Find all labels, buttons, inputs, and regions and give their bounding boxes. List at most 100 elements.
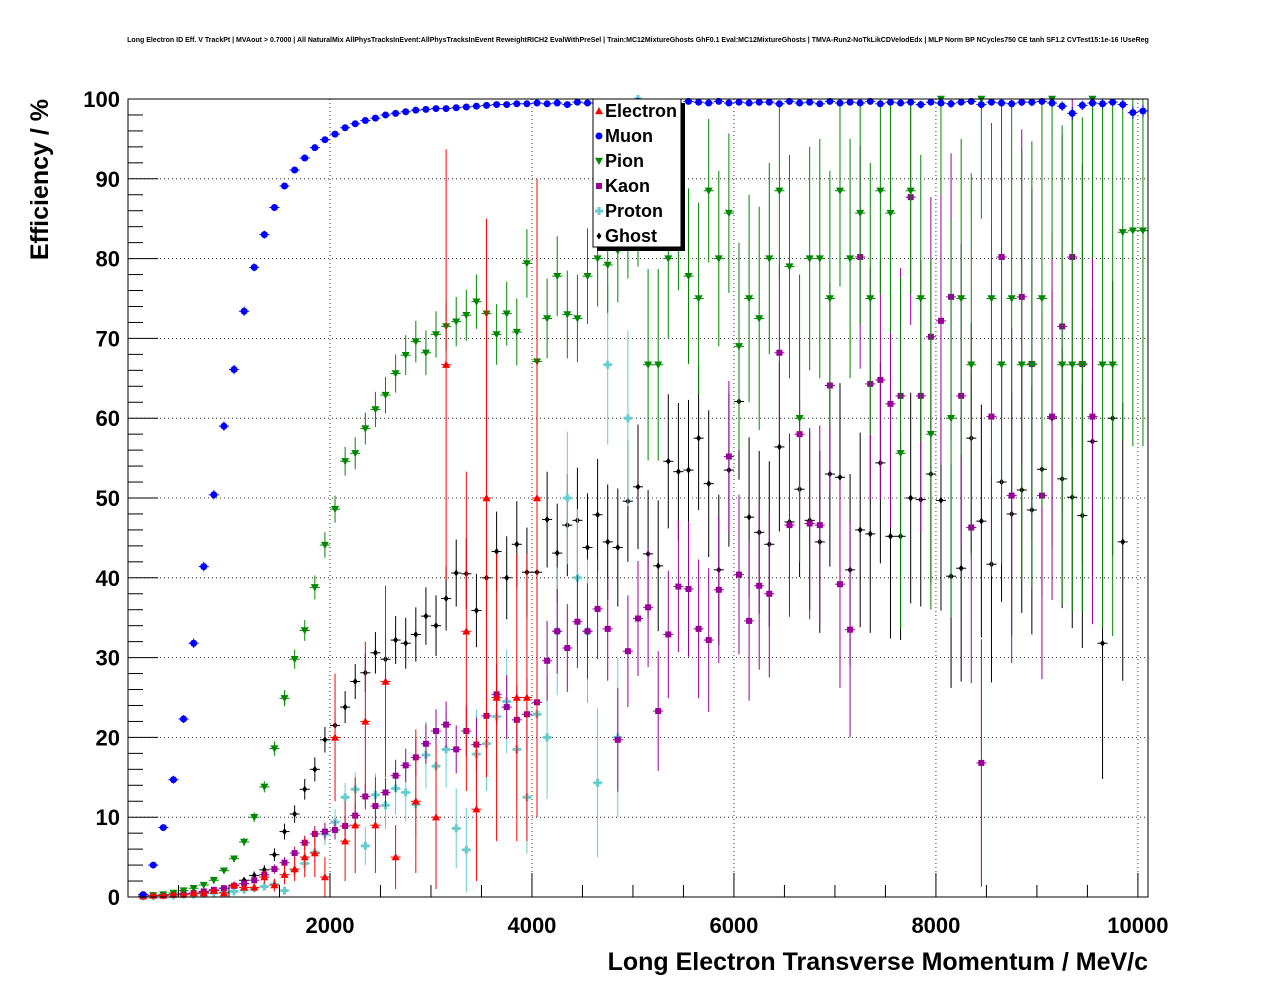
point-marker — [724, 209, 733, 218]
point-marker — [453, 746, 460, 753]
legend-entries: Electron Muon Pion Kaon Proton Ghost — [595, 101, 677, 246]
data-point-proton — [451, 788, 462, 869]
point-marker — [220, 885, 227, 892]
data-point-kaon — [622, 595, 633, 708]
point-marker — [574, 618, 581, 625]
data-point-pion — [289, 649, 300, 669]
point-marker — [361, 117, 369, 125]
point-marker — [866, 97, 874, 105]
point-marker — [290, 655, 299, 664]
data-point-muon — [380, 111, 391, 119]
data-point-electron — [239, 883, 250, 891]
data-point-ghost — [400, 617, 411, 669]
point-marker — [635, 615, 641, 622]
point-marker — [271, 866, 278, 873]
point-marker — [179, 890, 188, 898]
data-point-muon — [370, 114, 381, 122]
data-point-muon — [552, 99, 563, 107]
data-point-muon — [814, 100, 825, 108]
data-point-electron — [370, 777, 381, 874]
data-point-muon — [441, 105, 452, 113]
data-point-muon — [218, 421, 229, 431]
data-point-electron — [228, 881, 240, 889]
point-marker — [917, 101, 925, 109]
point-marker — [593, 255, 602, 263]
data-point-pion — [1057, 125, 1068, 605]
point-marker — [502, 310, 511, 318]
point-marker — [776, 349, 783, 356]
data-point-pion — [400, 335, 411, 376]
data-point-muon — [158, 824, 169, 832]
data-point-muon — [430, 105, 442, 113]
point-marker — [291, 850, 298, 857]
point-marker — [603, 360, 612, 369]
point-marker — [645, 604, 652, 611]
data-point-ghost — [340, 691, 351, 724]
data-point-pion — [451, 296, 462, 347]
data-point-electron — [491, 553, 502, 842]
point-marker — [331, 505, 340, 514]
data-point-muon — [895, 99, 906, 107]
point-marker — [1129, 109, 1137, 117]
data-point-ghost — [542, 471, 553, 568]
data-point-muon — [905, 98, 916, 106]
legend-entry-proton: Proton — [595, 201, 663, 221]
data-point-muon — [845, 98, 856, 106]
point-marker — [1037, 295, 1046, 303]
legend-marker-kaon — [596, 183, 602, 189]
y-tick-label: 100 — [83, 87, 120, 112]
point-marker — [1049, 413, 1056, 420]
point-marker — [482, 494, 491, 502]
point-marker — [876, 187, 885, 195]
data-point-electron — [188, 889, 199, 897]
grid-layer — [128, 99, 1148, 897]
point-marker — [836, 99, 844, 107]
data-point-kaon — [804, 427, 815, 620]
point-marker — [240, 307, 248, 315]
data-point-pion — [249, 812, 260, 822]
data-point-muon — [713, 97, 724, 105]
point-marker — [806, 98, 814, 106]
point-marker — [452, 824, 461, 833]
data-point-kaon — [744, 541, 755, 701]
point-marker — [1028, 98, 1036, 106]
point-marker — [734, 343, 743, 351]
point-marker — [492, 693, 501, 701]
data-point-kaon — [319, 822, 330, 841]
point-marker — [332, 826, 339, 833]
legend-entry-muon: Muon — [595, 126, 653, 146]
data-point-muon — [269, 204, 280, 212]
point-marker — [543, 733, 552, 742]
legend-entry-pion: Pion — [595, 151, 644, 171]
point-marker — [846, 255, 855, 263]
data-point-muon — [148, 861, 159, 869]
point-marker — [270, 881, 279, 889]
legend-entry-ghost: Ghost — [596, 226, 657, 246]
x-tick-label: 10000 — [1107, 913, 1168, 938]
data-point-muon — [1097, 99, 1108, 109]
point-marker — [665, 631, 672, 638]
data-point-muon — [1087, 99, 1098, 107]
data-point-electron — [279, 865, 290, 885]
data-point-ghost — [319, 727, 330, 753]
data-point-muon — [1026, 98, 1037, 107]
y-tick-label: 60 — [96, 406, 120, 431]
point-marker — [867, 530, 873, 538]
data-point-pion — [935, 95, 947, 195]
data-point-pion — [542, 278, 553, 359]
data-point-electron — [380, 585, 391, 778]
data-point-muon — [501, 101, 512, 109]
point-marker — [512, 693, 521, 701]
point-marker — [796, 99, 804, 107]
data-point-pion — [895, 277, 906, 629]
data-point-electron — [471, 737, 482, 882]
data-point-muon — [925, 98, 936, 106]
point-marker — [381, 677, 390, 685]
data-point-muon — [935, 99, 947, 107]
point-marker — [260, 231, 268, 239]
data-point-ghost — [299, 778, 310, 800]
data-point-electron — [208, 886, 219, 894]
data-point-muon — [521, 100, 532, 108]
point-marker — [654, 361, 663, 369]
point-marker — [281, 182, 289, 190]
